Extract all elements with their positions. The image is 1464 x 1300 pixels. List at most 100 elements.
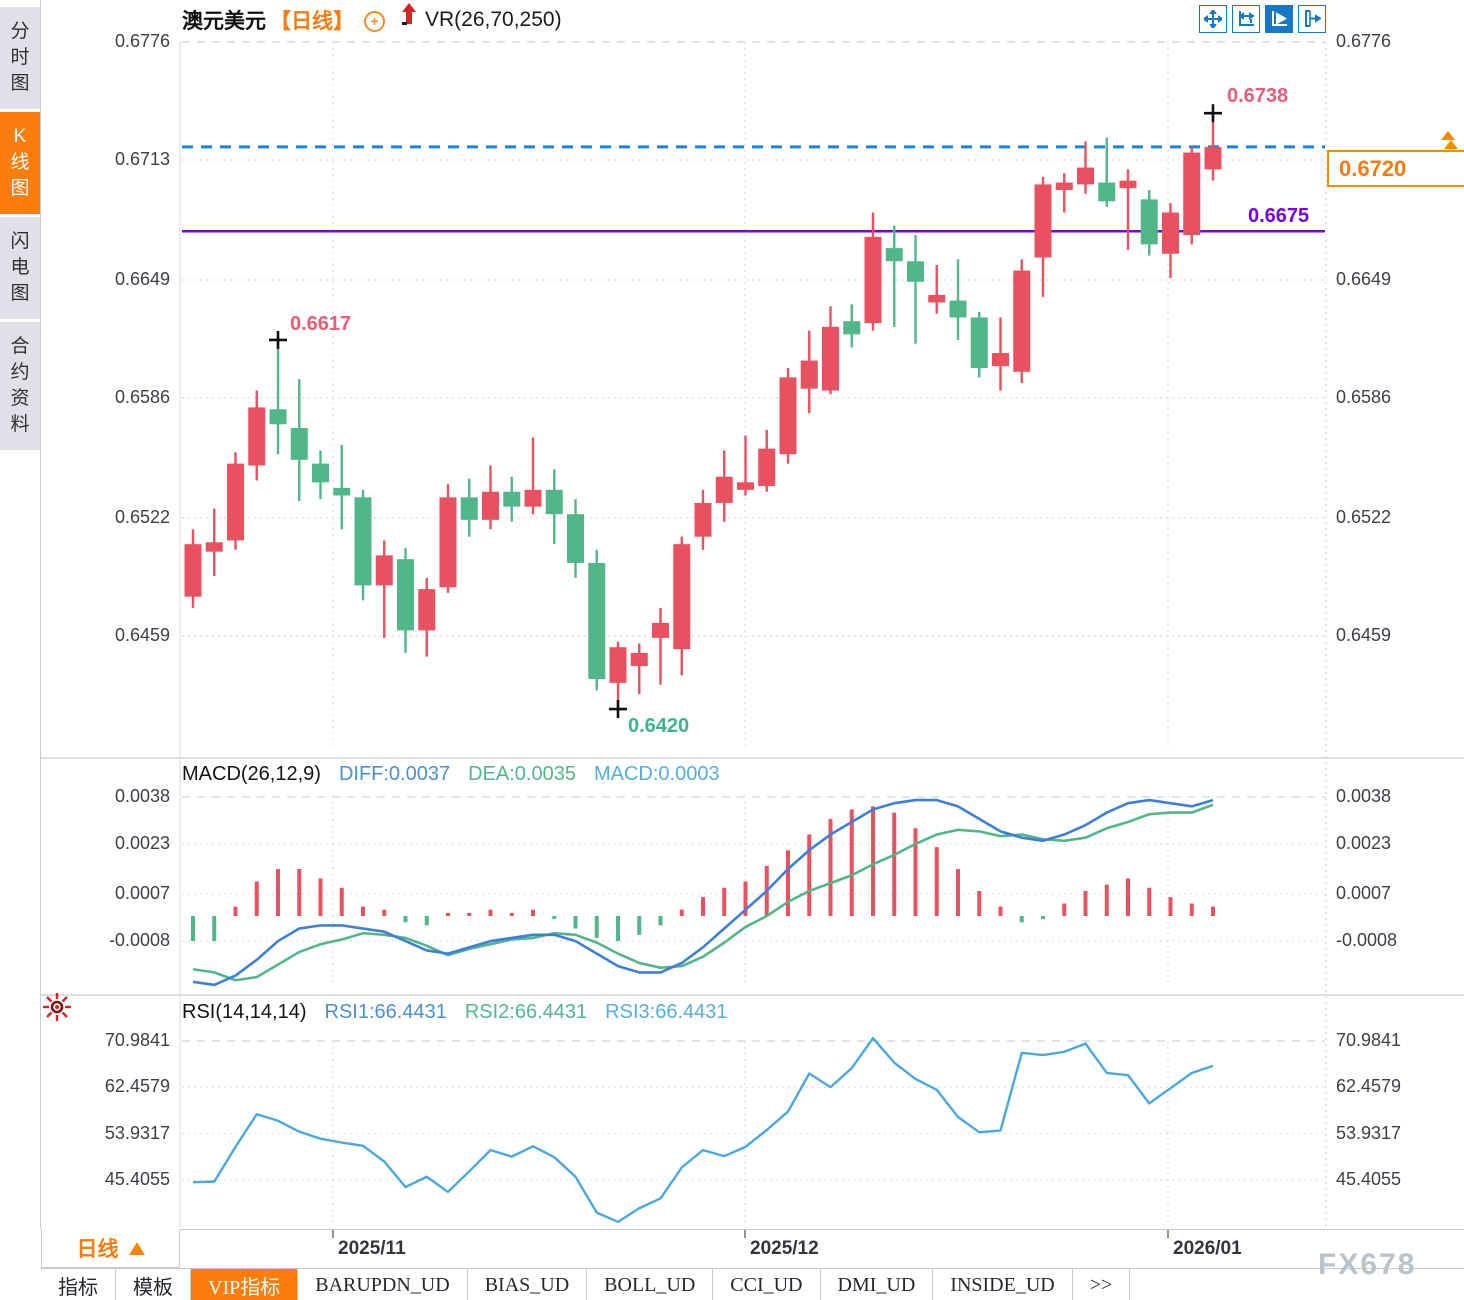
macd-title: MACD(26,12,9): [182, 763, 321, 785]
bottom-tab-8[interactable]: INSIDE_UD: [933, 1269, 1073, 1300]
price-axis-label: 0.6776: [1336, 31, 1392, 51]
candle: [184, 529, 202, 608]
price-axis-label: 0.6586: [114, 387, 170, 407]
candle: [907, 235, 924, 344]
bottom-tab-0[interactable]: 指标: [41, 1269, 116, 1300]
sun-alert-icon: [43, 993, 71, 1026]
macd-axis-label: 0.0023: [1336, 832, 1392, 853]
macd-header: MACD(26,12,9) DIFF:0.0037 DEA:0.0035 MAC…: [182, 763, 720, 786]
rsi3-value: RSI3:66.4431: [605, 1001, 728, 1023]
candle: [822, 306, 839, 395]
period-dropdown-button[interactable]: 日线: [41, 1229, 180, 1268]
candle: [715, 450, 733, 522]
candle: [1119, 169, 1137, 250]
candle: [227, 452, 244, 550]
plus-circle-icon[interactable]: +: [364, 10, 385, 32]
candle: [205, 508, 223, 577]
rsi-axis-label: 62.4579: [104, 1076, 170, 1097]
candle: [673, 536, 691, 676]
bottom-tab-2[interactable]: VIP指标: [191, 1269, 299, 1300]
candle: [609, 641, 627, 711]
bottom-tab-5[interactable]: BOLL_UD: [587, 1269, 714, 1300]
date-axis-label: 2025/11: [338, 1238, 406, 1259]
bottom-tab-6[interactable]: CCI_UD: [713, 1269, 821, 1300]
rsi-axis-label: 53.9317: [104, 1122, 170, 1143]
sidebar-item-3[interactable]: 合约资料: [0, 322, 40, 450]
candle: [524, 437, 542, 515]
candle: [354, 489, 372, 601]
candle: [885, 225, 903, 327]
candle: [460, 478, 478, 537]
rsi-title: RSI(14,14,14): [182, 1001, 307, 1023]
rsi-axis-label: 70.9841: [104, 1030, 170, 1050]
price-axis-label: 0.6586: [1336, 387, 1392, 407]
macd-axis-label: -0.0008: [108, 930, 170, 951]
candle: [439, 484, 457, 593]
macd-diff-line: [192, 798, 1214, 987]
macd-diff-value: DIFF:0.0037: [338, 763, 451, 785]
chart-header: 澳元美元 【日线】 + VR(26,70,250): [182, 3, 562, 35]
price-axis-label: 0.6649: [114, 269, 170, 289]
candle: [269, 339, 287, 455]
macd-dea-value: DEA:0.0035: [468, 763, 576, 785]
candle: [1077, 141, 1094, 194]
macd-axis-label: -0.0008: [1336, 930, 1398, 951]
bottom-tab-9[interactable]: >>: [1073, 1269, 1131, 1300]
candle: [312, 450, 329, 500]
bottom-tab-3[interactable]: BARUPDN_UD: [298, 1269, 468, 1300]
candle: [779, 368, 797, 464]
axis-play-icon[interactable]: [1265, 5, 1293, 33]
candle: [694, 489, 712, 550]
watermark: FX678: [1318, 1248, 1417, 1281]
price-axis-label: 0.6459: [1336, 625, 1392, 645]
candle: [1013, 259, 1031, 384]
candle: [567, 499, 584, 578]
candle: [737, 435, 754, 496]
bottom-tab-4[interactable]: BIAS_UD: [468, 1269, 588, 1300]
candle: [248, 390, 266, 481]
price-axis-label: 0.6522: [1336, 507, 1392, 527]
rsi-axis-label: 62.4579: [1336, 1076, 1402, 1097]
price-axis-label: 0.6459: [114, 625, 170, 645]
level-line-label: 0.6675: [1248, 205, 1310, 228]
rsi1-value: RSI1:66.4431: [324, 1001, 447, 1023]
price-axis-label: 0.6649: [1336, 269, 1392, 289]
candle: [949, 259, 967, 340]
macd-axis-label: 0.0023: [114, 832, 170, 853]
candle: [992, 317, 1009, 391]
candle: [928, 264, 946, 314]
candle: [758, 429, 776, 492]
rsi-axis-label: 53.9317: [1336, 1122, 1402, 1143]
export-right-icon[interactable]: [1298, 5, 1326, 33]
macd-axis-label: 0.0038: [1336, 785, 1392, 806]
bottom-tab-7[interactable]: DMI_UD: [821, 1269, 934, 1300]
period-dropdown-label: 日线: [76, 1238, 119, 1261]
dropdown-triangle-icon: [128, 1241, 145, 1255]
date-axis-strip: [0, 1229, 1464, 1269]
axis-range-icon[interactable]: [1232, 5, 1260, 33]
crosshair-move-icon[interactable]: [1199, 5, 1227, 33]
sidebar-item-0[interactable]: 分时图: [0, 7, 40, 109]
bottom-tab-1[interactable]: 模板: [116, 1269, 191, 1300]
candle: [1034, 176, 1052, 297]
macd-dea-line: [192, 803, 1214, 982]
candle: [1162, 203, 1179, 279]
date-axis-label: 2025/12: [750, 1238, 819, 1259]
candle: [397, 547, 414, 653]
candle: [970, 311, 988, 378]
candle: [630, 643, 648, 695]
candle: [843, 304, 861, 348]
price-axis-label: 0.6522: [114, 507, 170, 527]
candle: [1140, 190, 1158, 256]
sidebar-item-2[interactable]: 闪电图: [0, 217, 40, 319]
candle: [545, 469, 563, 545]
rsi-axis-label: 45.4055: [104, 1168, 170, 1189]
candles-layer: [184, 113, 1222, 711]
high-price-annotation: 0.6738: [1227, 85, 1289, 108]
period-tag: 【日线】: [270, 10, 354, 33]
date-axis-label: 2026/01: [1173, 1238, 1242, 1259]
